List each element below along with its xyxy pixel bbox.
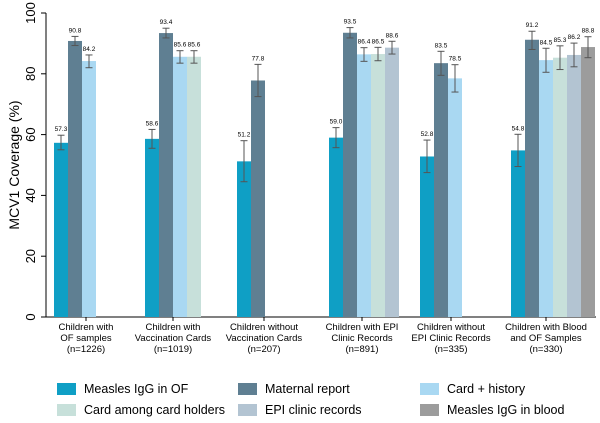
data-label: 77.8 [252, 55, 265, 62]
data-label: 58.6 [146, 120, 159, 127]
data-label: 84.2 [83, 46, 96, 53]
y-tick-label: 100 [23, 2, 38, 24]
bar [145, 138, 159, 317]
data-label: 88.6 [386, 32, 399, 39]
bar [237, 161, 251, 317]
bar [525, 39, 539, 317]
data-label: 91.2 [526, 22, 539, 29]
category-label: (n=330) [529, 344, 562, 355]
bar [68, 40, 82, 318]
data-label: 85.6 [174, 42, 187, 49]
y-tick-label: 80 [23, 67, 38, 81]
data-label: 54.8 [512, 125, 525, 132]
bar [187, 56, 201, 317]
data-label: 78.5 [449, 56, 462, 63]
data-label: 86.2 [568, 34, 581, 41]
data-label: 83.5 [435, 42, 448, 49]
bar [159, 33, 173, 318]
y-tick-label: 0 [23, 313, 38, 320]
data-label: 59.0 [330, 119, 343, 126]
legend-swatch [238, 383, 257, 395]
legend-swatch [57, 404, 76, 416]
category-label: and OF Samples [510, 333, 582, 344]
data-label: 93.4 [160, 19, 173, 26]
bar [54, 142, 68, 317]
category-label: (n=891) [345, 344, 378, 355]
data-label: 93.5 [344, 19, 357, 26]
category-label: Children with [59, 322, 114, 333]
category-label: (n=207) [247, 344, 280, 355]
data-label: 88.8 [582, 28, 595, 35]
data-label: 51.2 [238, 132, 251, 139]
category-label: Children without [230, 322, 298, 333]
y-tick-label: 40 [23, 188, 38, 202]
legend-label: EPI clinic records [265, 403, 362, 417]
bar [385, 47, 399, 317]
data-label: 57.3 [55, 126, 68, 133]
legend: Measles IgG in OF Maternal report Card + h… [57, 382, 564, 417]
category-label: Children with Blood [505, 322, 587, 333]
legend-swatch [57, 383, 76, 395]
legend-label: Card among card holders [84, 403, 225, 417]
bar [371, 54, 385, 317]
category-label: Children without [417, 322, 485, 333]
data-label: 84.5 [540, 39, 553, 46]
y-tick-label: 20 [23, 249, 38, 263]
y-axis-title: MCV1 Coverage (%) [6, 100, 22, 229]
legend-swatch [238, 404, 257, 416]
data-label: 52.8 [421, 131, 434, 138]
category-label: Clinic Records [331, 333, 392, 344]
legend-swatch [420, 404, 439, 416]
category-label: (n=1019) [154, 344, 192, 355]
category-label: Vaccination Cards [135, 333, 212, 344]
legend-label: Maternal report [265, 382, 350, 396]
data-label: 86.4 [358, 39, 371, 46]
plot-area: 0 20 40 60 80 100 MCV1 Coverage (%) 57.3 90.8 84.… [6, 2, 596, 355]
bar [553, 57, 567, 318]
category-label: Children with [146, 322, 201, 333]
category-label: Vaccination Cards [226, 333, 303, 344]
legend-label: Measles IgG in OF [84, 382, 189, 396]
bar [448, 78, 462, 317]
category-label: Children with EPI [326, 322, 399, 333]
data-label: 90.8 [69, 27, 82, 34]
bar [82, 61, 96, 318]
bar [567, 54, 581, 318]
legend-label: Card + history [447, 382, 526, 396]
bar [434, 63, 448, 317]
data-label: 86.5 [372, 38, 385, 45]
bar [343, 32, 357, 317]
legend-swatch [420, 383, 439, 395]
bar [539, 60, 553, 318]
data-label: 85.6 [188, 42, 201, 49]
bar [357, 54, 371, 318]
bar [173, 56, 187, 317]
bar [420, 156, 434, 317]
category-label: EPI Clinic Records [411, 333, 490, 344]
bar [581, 47, 595, 317]
bar [329, 137, 343, 317]
data-label: 85.3 [554, 37, 567, 44]
category-label: OF samples [60, 333, 111, 344]
y-tick-label: 60 [23, 127, 38, 141]
legend-label: Measles IgG in blood [447, 403, 564, 417]
bar [511, 150, 525, 317]
category-label: (n=335) [434, 344, 467, 355]
category-label: (n=1226) [67, 344, 105, 355]
bar [251, 80, 265, 317]
